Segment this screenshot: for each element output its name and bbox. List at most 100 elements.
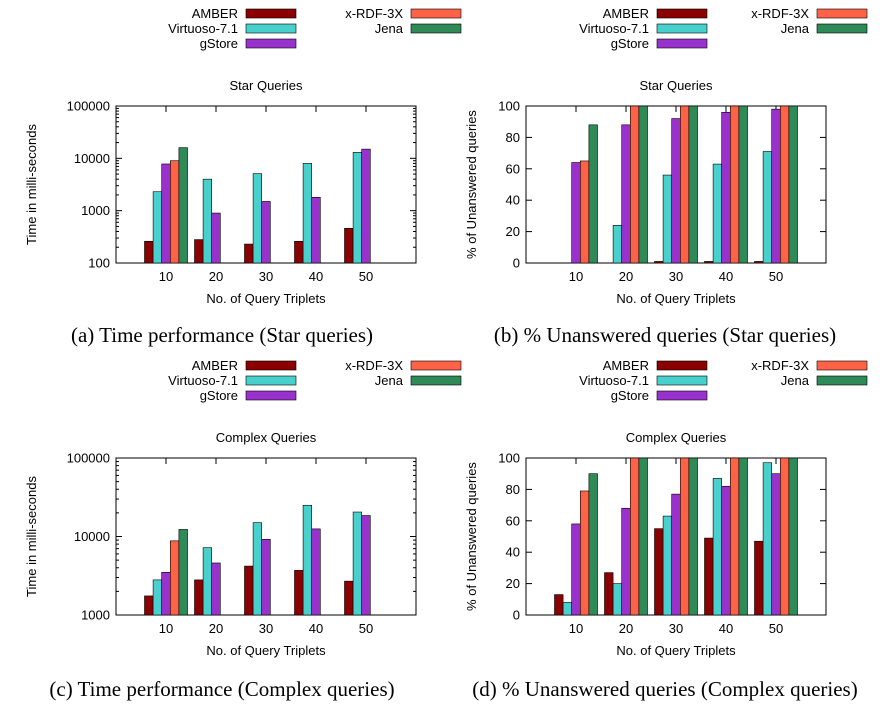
x-axis-label: No. of Query Triplets	[206, 643, 326, 658]
legend-swatch	[656, 360, 708, 371]
y-tick-label: 60	[506, 513, 520, 528]
legend-swatch	[816, 375, 868, 386]
legend-label: Jena	[375, 373, 404, 388]
legend-label: x-RDF-3X	[751, 6, 809, 21]
legend-label: AMBER	[603, 6, 649, 21]
legend-item: Jena	[375, 21, 462, 36]
legend-item: AMBER	[192, 358, 297, 373]
bar	[612, 225, 622, 264]
bar	[738, 105, 748, 264]
x-tick-label: 10	[569, 621, 583, 636]
legend-item: Virtuoso-7.1	[579, 21, 708, 36]
bar	[194, 239, 204, 264]
bar	[202, 547, 213, 616]
bar	[361, 515, 371, 616]
x-tick-label: 40	[719, 269, 733, 284]
x-tick-label: 30	[669, 269, 683, 284]
bar	[579, 490, 590, 616]
legend-item: Jena	[781, 373, 868, 388]
bar	[629, 457, 640, 616]
y-axis-label: % of Unanswered queries	[464, 110, 479, 259]
x-tick-label: 50	[769, 621, 783, 636]
x-tick-label: 40	[309, 621, 323, 636]
bar	[729, 105, 740, 264]
bar	[352, 511, 363, 616]
legend-swatch	[245, 23, 297, 34]
legend-label: AMBER	[192, 6, 238, 21]
x-tick-label: 50	[359, 269, 373, 284]
legend-label: Virtuoso-7.1	[168, 21, 238, 36]
bar	[311, 528, 321, 616]
bar	[144, 595, 154, 616]
y-axis-label: Time in milli-seconds	[24, 124, 39, 245]
x-axis-label: No. of Query Triplets	[206, 291, 326, 306]
x-tick-label: 30	[669, 621, 683, 636]
legend-label: gStore	[200, 36, 238, 51]
bar	[252, 173, 263, 264]
bar	[588, 473, 598, 616]
legend-label: x-RDF-3X	[751, 358, 809, 373]
legend-swatch	[245, 375, 297, 386]
legend-label: AMBER	[192, 358, 238, 373]
legend-label: Virtuoso-7.1	[168, 373, 238, 388]
bar	[152, 579, 163, 616]
bar	[638, 105, 648, 264]
legend-label: Virtuoso-7.1	[579, 21, 649, 36]
bar	[144, 240, 154, 264]
legend-label: gStore	[611, 388, 649, 403]
bar	[294, 240, 304, 264]
y-tick-label: 0	[513, 608, 520, 623]
legend-item: AMBER	[192, 6, 297, 21]
x-tick-label: 50	[359, 621, 373, 636]
legend-label: gStore	[611, 36, 649, 51]
legend-label: Jena	[781, 21, 810, 36]
bar	[662, 515, 672, 616]
legend-swatch	[410, 8, 462, 19]
bar	[571, 523, 581, 616]
y-tick-label: 100000	[67, 451, 110, 466]
chart-title: Complex Queries	[626, 430, 727, 445]
legend-swatch	[410, 23, 462, 34]
bar	[654, 528, 664, 616]
bar	[771, 473, 781, 616]
bar	[754, 261, 764, 264]
bar	[629, 105, 640, 264]
chart-title: Star Queries	[640, 78, 713, 93]
legend-swatch	[656, 375, 708, 386]
bar	[311, 197, 321, 264]
legend-swatch	[816, 8, 868, 19]
legend-item: Virtuoso-7.1	[579, 373, 708, 388]
bar	[704, 537, 714, 616]
bar	[170, 540, 180, 616]
legend-swatch	[656, 390, 708, 401]
bar	[688, 105, 698, 264]
x-axis-label: No. of Query Triplets	[616, 643, 736, 658]
bar	[612, 583, 622, 616]
y-tick-label: 100	[498, 451, 520, 466]
bar	[679, 105, 690, 264]
x-tick-label: 20	[209, 621, 223, 636]
y-axis-label: Time in milli-seconds	[24, 476, 39, 597]
y-tick-label: 80	[506, 130, 520, 145]
bar	[588, 124, 598, 264]
y-tick-label: 80	[506, 482, 520, 497]
x-tick-label: 20	[619, 621, 633, 636]
legend-label: gStore	[200, 388, 238, 403]
bar	[679, 457, 690, 616]
bar	[244, 243, 254, 264]
bar	[638, 457, 648, 616]
bar	[604, 572, 614, 616]
bar	[779, 457, 790, 616]
bar	[579, 160, 590, 264]
figure-caption: (d) % Unanswered queries (Complex querie…	[472, 677, 857, 701]
y-tick-label: 20	[506, 224, 520, 239]
x-tick-label: 10	[159, 621, 173, 636]
bar	[554, 594, 564, 616]
bar	[161, 571, 171, 616]
legend-swatch	[245, 390, 297, 401]
legend-swatch	[656, 38, 708, 49]
bar	[762, 151, 772, 264]
bar	[771, 108, 781, 264]
